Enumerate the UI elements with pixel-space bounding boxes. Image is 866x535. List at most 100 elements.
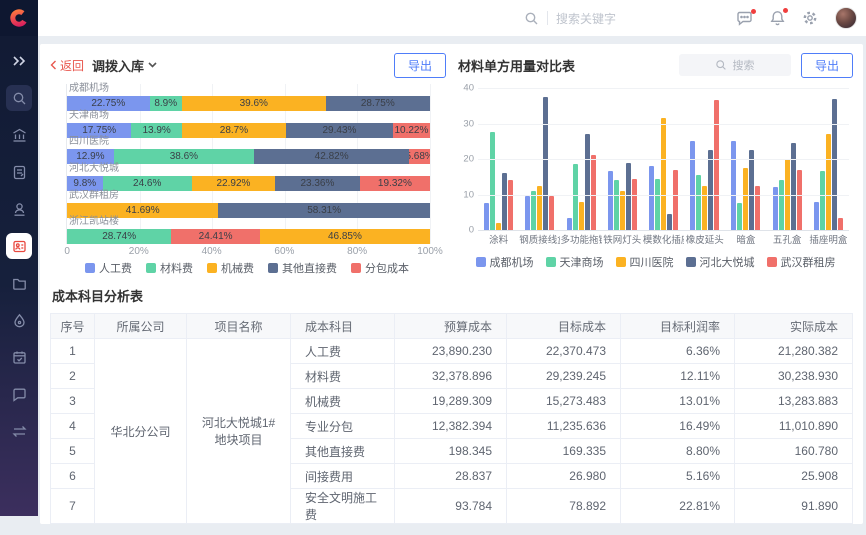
bar-segment: 42.82% <box>253 149 410 165</box>
bar-segment: 24.41% <box>171 229 260 245</box>
bar-group <box>808 88 849 230</box>
cell-subject: 其他直接费 <box>290 438 395 464</box>
bar-segment: 38.6% <box>113 149 254 165</box>
gear-icon <box>803 11 817 25</box>
bar-segment-value: 24.6% <box>133 178 162 189</box>
legend-item[interactable]: 分包成本 <box>351 260 409 276</box>
table-row: 1 华北分公司 河北大悦城1#地块项目 人工费 23,890.230 22,370.473… <box>50 338 853 524</box>
legend-label: 人工费 <box>99 263 132 275</box>
global-search-placeholder[interactable]: 搜索关键字 <box>556 11 617 26</box>
table-header-row: 序号 所属公司 项目名称 成本科目 预算成本 目标成本 目标利润率 实际成本 <box>50 313 853 339</box>
bank-building-icon <box>12 128 26 142</box>
legend-item[interactable]: 武汉群租房 <box>766 254 836 270</box>
user-avatar[interactable] <box>835 7 857 29</box>
export-button-right[interactable]: 导出 <box>800 52 853 78</box>
legend-item[interactable]: 河北大悦城 <box>685 254 755 270</box>
sidebar-item-transfer[interactable] <box>6 418 32 444</box>
bar-segment: 19.32% <box>359 176 430 191</box>
notification-dot <box>783 8 788 13</box>
bar-group <box>602 88 643 230</box>
back-button[interactable]: 返回 <box>50 57 84 74</box>
bar-group <box>684 88 725 230</box>
legend-item[interactable]: 人工费 <box>85 260 132 276</box>
material-usage-chart-card: 材料单方用量对比表 搜索 导出 <box>458 52 853 276</box>
stacked-bar: 41.69% 58.31% <box>67 202 430 218</box>
calendar-icon <box>12 351 26 364</box>
bar <box>831 98 837 230</box>
stacked-row: 河北大悦城 9.8% 24.6% 22.92% 23.36% 19.32% <box>67 164 430 191</box>
sidebar-expand-button[interactable] <box>6 48 32 74</box>
x-category-label: 暗盒 <box>736 235 756 246</box>
legend-item[interactable]: 成都机场 <box>475 254 534 270</box>
table-title: 成本科目分析表 <box>52 289 144 304</box>
stacked-row: 四川医院 12.9% 38.6% 42.82% 5.68% <box>67 137 430 165</box>
bar <box>549 196 555 230</box>
grouped-chart-legend: 成都机场 天津商场 四川医院 河北大悦城 武汉群租房 <box>458 254 853 270</box>
legend-item[interactable]: 其他直接费 <box>268 260 337 276</box>
legend-label: 其他直接费 <box>282 263 337 275</box>
sidebar-item-search[interactable] <box>6 85 32 111</box>
app-logo[interactable] <box>0 0 38 36</box>
cell-budget: 28.837 <box>394 463 507 489</box>
cell-target: 78.892 <box>506 488 621 524</box>
cell-target: 11,235.636 <box>506 413 621 439</box>
bar-segment-value: 9.8% <box>73 178 97 189</box>
bar <box>837 217 843 230</box>
search-icon <box>716 60 727 70</box>
legend-item[interactable]: 天津商场 <box>545 254 604 270</box>
transfer-inbound-chart-card: 返回 调拨入库 导出 成都机场 22.75% 8.9% 39.6% 28.75% 天津商场… <box>50 52 446 276</box>
sidebar-item-bank[interactable] <box>6 122 32 148</box>
gridline <box>478 159 849 160</box>
legend-label: 四川医院 <box>629 257 674 269</box>
chevron-left-icon <box>50 60 56 70</box>
bar-segment-value: 12.9% <box>76 151 105 163</box>
x-tick-label: 100% <box>417 246 443 257</box>
bar <box>690 141 696 230</box>
x-category-label: 多功能拖链 <box>560 235 601 246</box>
cell-margin: 6.36% <box>620 338 735 364</box>
gridline <box>478 123 849 125</box>
bar <box>619 190 625 230</box>
sidebar-item-folder[interactable] <box>6 270 32 296</box>
sidebar-item-chat[interactable] <box>6 381 32 407</box>
stacked-row: 天津商场 17.75% 13.9% 28.7% 29.43% 10.22% <box>67 110 430 138</box>
legend-label: 成都机场 <box>489 257 534 269</box>
app-root: 搜索关键字 <box>0 0 866 524</box>
legend-item[interactable]: 材料费 <box>146 260 193 276</box>
cell-no: 2 <box>50 363 95 389</box>
bar-segment: 5.68% <box>409 149 430 165</box>
bar-segment-value: 13.9% <box>142 124 171 136</box>
bar-segment-value: 19.32% <box>377 178 412 189</box>
cell-actual: 25.908 <box>734 463 853 489</box>
bar <box>737 203 743 230</box>
bar-segment-value: 17.75% <box>82 124 117 136</box>
sidebar-item-document[interactable] <box>6 159 32 185</box>
legend-item[interactable]: 四川医院 <box>615 254 674 270</box>
stacked-row: 武汉群租房 41.69% 58.31% <box>67 190 430 218</box>
notifications-button[interactable] <box>770 8 788 26</box>
chart-title-dropdown[interactable]: 调拨入库 <box>92 56 157 75</box>
chart-search-input[interactable]: 搜索 <box>678 54 791 76</box>
export-button-left[interactable]: 导出 <box>393 52 446 78</box>
global-search[interactable]: 搜索关键字 <box>524 10 676 27</box>
sidebar-item-drop[interactable] <box>6 307 32 333</box>
sidebar-item-materials-active[interactable] <box>6 233 32 259</box>
bar-segment-value: 28.74% <box>102 231 137 243</box>
folder-icon <box>12 278 26 290</box>
sidebar-item-calendar[interactable] <box>6 344 32 370</box>
sidebar-item-user[interactable] <box>6 196 32 222</box>
bar-segment: 22.92% <box>191 176 276 191</box>
cell-budget: 93.784 <box>394 488 507 524</box>
settings-button[interactable] <box>802 10 818 26</box>
bar-group <box>643 88 684 230</box>
bar-segment-value: 58.31% <box>307 204 342 216</box>
bar-segment-value: 8.9% <box>154 98 178 109</box>
cell-actual: 11,010.890 <box>734 413 853 439</box>
bell-icon <box>770 11 785 26</box>
stacked-row: 成都机场 22.75% 8.9% 39.6% 28.75% <box>67 84 430 111</box>
legend-item[interactable]: 机械费 <box>207 260 254 276</box>
bar <box>660 118 666 230</box>
bar-segment: 9.8% <box>67 176 103 191</box>
messages-button[interactable] <box>736 8 756 26</box>
bar-segment-value: 46.85% <box>327 231 362 243</box>
